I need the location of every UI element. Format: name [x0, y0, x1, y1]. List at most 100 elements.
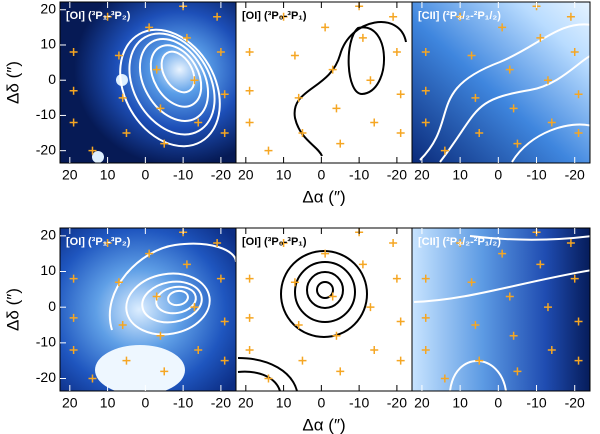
marker — [336, 139, 345, 148]
marker — [574, 317, 583, 326]
panel-frame — [411, 227, 591, 392]
marker — [114, 51, 123, 60]
marker — [358, 33, 367, 42]
marker — [245, 118, 254, 127]
contour-set — [119, 28, 221, 148]
marker — [456, 238, 465, 247]
contour — [237, 357, 298, 391]
marker — [69, 274, 78, 283]
marker — [245, 345, 254, 354]
marker — [543, 303, 552, 312]
marker — [118, 93, 127, 102]
marker — [467, 278, 476, 287]
contour — [141, 280, 203, 324]
marker — [245, 48, 254, 57]
marker — [421, 345, 430, 354]
x-tick-label: 20 — [414, 167, 430, 183]
image — [236, 228, 412, 391]
x-tick-label: -20 — [211, 395, 231, 411]
marker — [194, 345, 203, 354]
marker — [574, 90, 583, 99]
marker — [298, 129, 307, 138]
contour — [160, 50, 196, 94]
x-tick-label: 20 — [62, 395, 78, 411]
marker — [182, 260, 191, 269]
marker — [509, 331, 518, 340]
image — [95, 345, 185, 391]
marker — [505, 292, 514, 301]
contour — [109, 242, 236, 331]
x-tick-label: -10 — [526, 167, 546, 183]
marker — [114, 278, 123, 287]
x-tick-label: -10 — [173, 167, 193, 183]
marker — [328, 65, 337, 74]
marker — [366, 76, 375, 85]
marker — [566, 238, 575, 247]
marker — [152, 292, 161, 301]
contour — [138, 38, 210, 122]
marker — [290, 51, 299, 60]
marker — [396, 129, 405, 138]
marker — [103, 238, 112, 247]
marker — [513, 367, 522, 376]
marker — [122, 129, 131, 138]
marker — [321, 23, 330, 32]
marker — [145, 249, 154, 258]
y-tick-label: -10 — [36, 106, 56, 122]
y-tick-label: 10 — [40, 262, 56, 278]
contour — [419, 23, 590, 161]
contour-set — [109, 242, 236, 336]
image — [236, 2, 412, 163]
marker — [213, 238, 222, 247]
marker — [358, 260, 367, 269]
marker — [440, 374, 449, 383]
panel-title: [OI] (³P₁-³P₂) — [66, 10, 131, 22]
marker — [574, 356, 583, 365]
marker — [160, 367, 169, 376]
y-axis-label: Δδ (″) — [3, 61, 22, 104]
marker — [421, 118, 430, 127]
x-tick-label: 10 — [276, 395, 292, 411]
marker — [389, 238, 398, 247]
marker — [421, 274, 430, 283]
contour-set — [419, 23, 590, 163]
contour — [149, 44, 203, 108]
x-tick-label: 10 — [100, 395, 116, 411]
marker — [145, 23, 154, 32]
marker — [456, 12, 465, 21]
marker — [421, 48, 430, 57]
contour — [119, 28, 221, 148]
marker — [543, 76, 552, 85]
marker — [220, 356, 229, 365]
marker — [332, 104, 341, 113]
contour — [469, 235, 590, 241]
marker — [216, 274, 225, 283]
panel-title: [OI] (³P₀-³P₁) — [242, 10, 307, 22]
y-axis-label: Δδ (″) — [3, 288, 22, 331]
x-tick-label: 0 — [141, 167, 149, 183]
marker — [264, 146, 273, 155]
x-tick-label: -10 — [349, 395, 369, 411]
contour — [293, 21, 407, 157]
marker — [245, 274, 254, 283]
contour — [155, 285, 197, 315]
contour — [237, 370, 281, 391]
y-tick-label: 10 — [40, 36, 56, 52]
marker — [396, 317, 405, 326]
marker — [475, 356, 484, 365]
marker — [392, 274, 401, 283]
contour-set — [293, 21, 407, 157]
marker — [370, 118, 379, 127]
image — [60, 2, 236, 163]
marker — [389, 12, 398, 21]
marker — [152, 65, 161, 74]
marker — [396, 356, 405, 365]
contour — [128, 32, 216, 136]
contour — [347, 26, 385, 96]
marker — [290, 278, 299, 287]
marker — [566, 12, 575, 21]
y-tick-label: 0 — [48, 71, 56, 87]
marker — [336, 367, 345, 376]
contours — [109, 21, 590, 391]
